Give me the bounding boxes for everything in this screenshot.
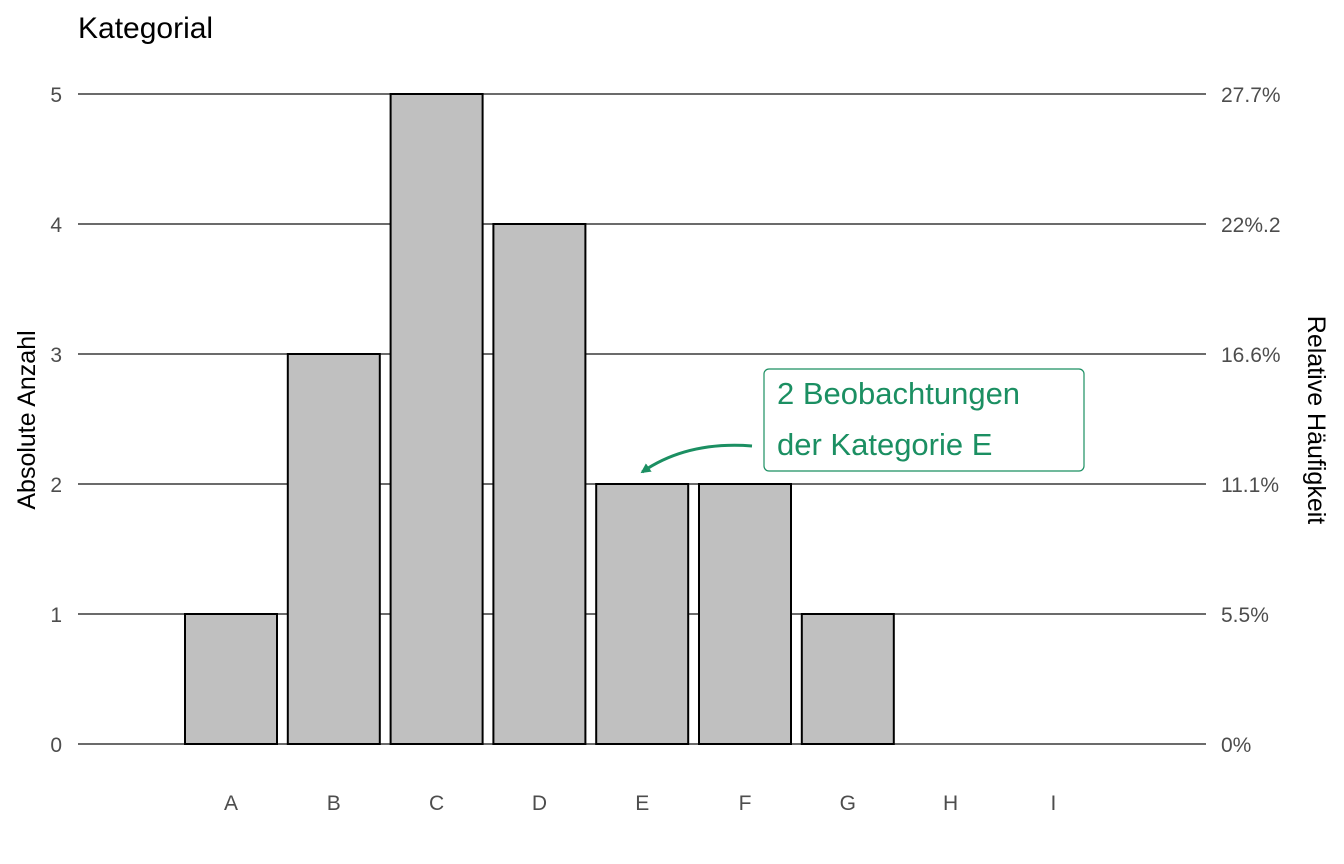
y-tick-label-right: 22%.2 xyxy=(1221,214,1281,237)
bar-e xyxy=(595,483,690,745)
y-tick-label-right: 16.6% xyxy=(1221,344,1281,367)
y-tick-label-right: 0% xyxy=(1221,734,1251,757)
annotation-line-2: der Kategorie E xyxy=(777,427,992,462)
bar-c xyxy=(389,93,484,745)
x-tick-label: F xyxy=(739,792,752,815)
y-tick-label-left: 3 xyxy=(50,344,62,367)
x-tick-label: E xyxy=(635,792,649,815)
annotation-arrow xyxy=(640,443,753,474)
y-tick-label-left: 5 xyxy=(50,84,62,107)
y-axis-title-left: Absolute Anzahl xyxy=(13,330,41,509)
x-tick-label: D xyxy=(532,792,547,815)
y-axis-title-right: Relative Häufigkeit xyxy=(1302,316,1330,524)
bars xyxy=(184,93,895,745)
bar-a xyxy=(184,613,278,745)
y-tick-label-right: 27.7% xyxy=(1221,84,1281,107)
bar-b xyxy=(286,353,381,745)
x-tick-label: A xyxy=(224,792,238,815)
x-tick-label: B xyxy=(327,792,341,815)
y-tick-label-left: 2 xyxy=(50,474,62,497)
annotation-box xyxy=(763,368,1085,472)
x-tick-label: H xyxy=(943,792,958,815)
bar-d xyxy=(492,223,587,745)
y-tick-label-left: 1 xyxy=(50,604,62,627)
y-tick-label-left: 0 xyxy=(50,734,62,757)
y-tick-label-right: 5.5% xyxy=(1221,604,1269,627)
x-tick-label: I xyxy=(1050,792,1056,815)
y-axis-left: 0 1 2 3 4 5 xyxy=(50,84,62,757)
y-tick-label-right: 11.1% xyxy=(1221,474,1279,497)
y-tick-label-left: 4 xyxy=(50,214,62,237)
bar-g xyxy=(800,613,895,745)
x-tick-label: C xyxy=(429,792,444,815)
y-axis-right: 0% 5.5% 11.1% 16.6% 22%.2 27.7% xyxy=(1221,84,1281,757)
x-tick-label: G xyxy=(840,792,856,815)
x-axis: A B C D E F G H I xyxy=(224,792,1056,815)
annotation: 2 Beobachtungen der Kategorie E xyxy=(640,368,1085,474)
annotation-line-1: 2 Beobachtungen xyxy=(777,376,1020,411)
chart-title: Kategorial xyxy=(78,12,213,45)
bar-f xyxy=(698,483,792,745)
